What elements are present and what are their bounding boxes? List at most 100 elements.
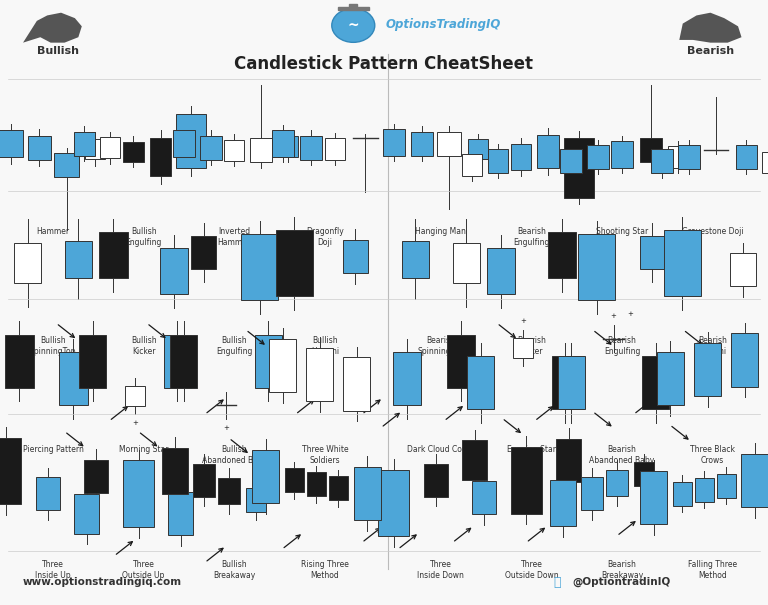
Bar (254, 335, 282, 388)
Text: www.optionstradingiq.com: www.optionstradingiq.com (23, 577, 182, 587)
Text: Bearish
Kicker: Bearish Kicker (517, 336, 546, 356)
Bar (224, 140, 244, 161)
Bar (511, 447, 541, 514)
Bar (54, 153, 79, 177)
Bar (640, 236, 665, 269)
Bar (487, 248, 515, 295)
Text: Three
Outside Up: Three Outside Up (122, 560, 165, 580)
Bar (269, 339, 296, 392)
Bar (379, 469, 409, 536)
Bar (462, 440, 488, 480)
Text: Bearish: Bearish (687, 47, 734, 56)
Text: Falling Three
Method: Falling Three Method (688, 560, 737, 580)
Bar (272, 130, 293, 157)
Text: Bearish
Harami: Bearish Harami (698, 336, 727, 356)
Bar (278, 136, 299, 157)
Text: ~: ~ (347, 18, 359, 33)
Bar (125, 386, 145, 406)
Text: Gravestone Doji: Gravestone Doji (682, 227, 743, 237)
Bar (0, 438, 21, 505)
Bar (150, 139, 171, 175)
Text: Three
Inside Up: Three Inside Up (35, 560, 71, 580)
Bar (160, 248, 188, 295)
Bar (731, 333, 758, 387)
Bar (667, 146, 688, 168)
Bar (124, 460, 154, 527)
Bar (412, 132, 433, 155)
Bar (191, 236, 217, 269)
Bar (611, 141, 633, 168)
Text: +: + (132, 420, 138, 426)
Text: Three
Outside Down: Three Outside Down (505, 560, 558, 580)
Bar (678, 145, 700, 169)
Bar (99, 232, 127, 278)
Text: Bearish
SpinningTop: Bearish SpinningTop (418, 336, 464, 356)
Text: Piercing Pattern: Piercing Pattern (22, 445, 84, 454)
Bar (276, 230, 313, 296)
Bar (452, 243, 480, 283)
Bar (438, 132, 461, 155)
Text: Candlestick Pattern CheatSheet: Candlestick Pattern CheatSheet (234, 54, 534, 73)
Bar (695, 478, 713, 502)
Bar (0, 130, 22, 157)
Bar (343, 358, 370, 411)
Bar (642, 356, 670, 410)
Bar (164, 335, 191, 388)
Bar (561, 149, 582, 173)
Bar (551, 356, 579, 410)
Bar (548, 232, 576, 278)
Bar (762, 152, 768, 173)
Bar (730, 253, 756, 287)
Bar (162, 448, 187, 494)
Bar (651, 149, 673, 173)
Bar (578, 234, 615, 301)
Bar (5, 335, 34, 388)
Bar (462, 154, 482, 175)
Text: Dark Cloud Cover: Dark Cloud Cover (407, 445, 475, 454)
Text: Bullish
Engulfing: Bullish Engulfing (216, 336, 253, 356)
Bar (472, 481, 496, 514)
Bar (634, 462, 654, 486)
Bar (664, 230, 701, 296)
Text: +: + (611, 313, 617, 319)
Bar (564, 138, 594, 197)
Circle shape (332, 8, 375, 42)
Text: Bullish
Abandoned Baby: Bullish Abandoned Baby (202, 445, 266, 465)
Bar (124, 142, 144, 162)
Bar (74, 132, 94, 155)
Bar (193, 463, 215, 497)
Text: Hanging Man: Hanging Man (415, 227, 466, 237)
Bar (173, 130, 194, 157)
Bar (382, 129, 405, 155)
Bar (329, 476, 348, 500)
Polygon shape (23, 13, 81, 43)
Bar (85, 139, 105, 159)
Bar (717, 474, 736, 498)
Bar (640, 471, 667, 525)
Bar (36, 477, 60, 511)
Bar (343, 240, 368, 273)
Bar (736, 145, 757, 169)
Text: Bearish
Abandoned Baby: Bearish Abandoned Baby (590, 445, 654, 465)
Bar (606, 469, 628, 496)
Text: Inverted
Hammer: Inverted Hammer (217, 227, 251, 247)
Bar (168, 492, 194, 535)
Text: Shooting Star: Shooting Star (596, 227, 648, 237)
Bar (551, 480, 576, 526)
Text: Three Black
Crows: Three Black Crows (690, 445, 735, 465)
Text: +: + (223, 425, 229, 431)
Text: Bullish
Engulfing: Bullish Engulfing (125, 227, 162, 247)
Bar (424, 463, 448, 497)
Polygon shape (338, 7, 369, 10)
Text: Evening Star: Evening Star (507, 445, 556, 454)
Bar (538, 135, 559, 168)
Text: Bullish: Bullish (37, 47, 78, 56)
Text: Bullish
Kicker: Bullish Kicker (131, 336, 157, 356)
Bar (170, 335, 197, 388)
Text: +: + (520, 318, 526, 324)
Bar (14, 243, 41, 283)
Polygon shape (680, 13, 742, 43)
Text: Bullish
SpinningTop: Bullish SpinningTop (30, 336, 76, 356)
Bar (556, 439, 581, 482)
Text: Bearish
Breakaway: Bearish Breakaway (601, 560, 644, 580)
